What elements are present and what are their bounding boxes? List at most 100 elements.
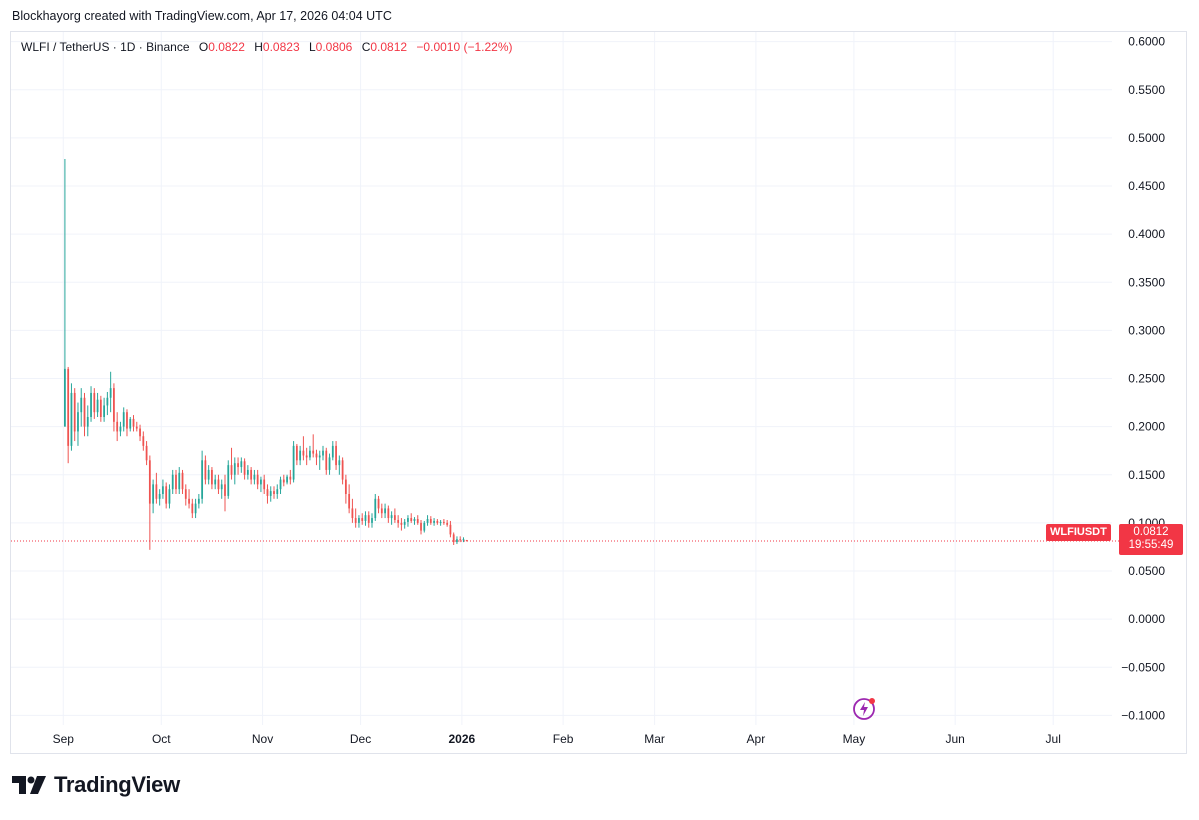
candle-body	[465, 540, 468, 542]
candle-body	[99, 399, 102, 417]
candle-body	[442, 521, 445, 523]
candle-body	[361, 518, 364, 521]
candle-body	[318, 455, 321, 458]
candle-body	[175, 474, 177, 490]
y-tick-label: 0.1500	[1128, 468, 1165, 482]
candle-body	[256, 474, 259, 485]
y-tick-label: 0.4000	[1128, 227, 1165, 241]
y-tick-label: 0.0000	[1128, 612, 1165, 626]
candle-body	[289, 476, 292, 480]
candle-body	[449, 524, 452, 535]
candle-body	[64, 368, 66, 427]
candle-body	[367, 515, 370, 523]
x-tick-label: Jul	[1046, 732, 1061, 746]
candle-body	[403, 521, 406, 525]
candle-body	[338, 460, 341, 466]
y-tick-label: 0.2500	[1128, 372, 1165, 386]
candle-body	[113, 388, 115, 422]
candle-body	[70, 392, 73, 446]
candle-body	[240, 461, 243, 468]
legend-symbol[interactable]: WLFI / TetherUS · 1D · Binance	[21, 40, 190, 54]
x-tick-label: Oct	[152, 732, 171, 746]
y-tick-label: 0.0500	[1128, 564, 1165, 578]
candle-body	[119, 426, 122, 432]
candle-body	[407, 518, 409, 522]
x-tick-label: Apr	[747, 732, 766, 746]
candle-body	[341, 460, 344, 480]
candle-body	[452, 534, 455, 543]
candle-body	[273, 491, 275, 494]
tradingview-wordmark: TradingView	[54, 772, 180, 797]
candle-body	[446, 522, 449, 525]
candle-body	[158, 494, 161, 499]
candle-body	[217, 479, 220, 490]
candle-body	[348, 494, 351, 509]
candle-body	[197, 498, 200, 504]
x-tick-label: Feb	[553, 732, 574, 746]
candle-body	[276, 489, 279, 494]
y-tick-label: 0.5500	[1128, 83, 1165, 97]
legend-high-label: H	[254, 40, 263, 54]
legend-low-label: L	[308, 40, 316, 54]
candle-body	[263, 479, 266, 490]
tradingview-logo[interactable]: TradingView	[12, 772, 180, 798]
candle-body	[224, 484, 226, 496]
candle-body	[286, 476, 288, 483]
candle-body	[328, 457, 331, 470]
candle-body	[384, 508, 386, 514]
candle-body	[139, 428, 141, 437]
candle-body	[237, 463, 239, 468]
candle-body	[456, 539, 458, 543]
legend-open-value: 0.0822	[208, 40, 245, 54]
candle-body	[331, 445, 334, 458]
candle-body	[354, 518, 357, 523]
bolt-icon[interactable]	[852, 697, 876, 721]
candle-body	[322, 450, 324, 456]
candle-body	[387, 508, 390, 519]
legend-close-value: 0.0812	[370, 40, 408, 54]
candle-body	[109, 388, 112, 398]
candle-body	[371, 518, 373, 523]
symbol-price-label: WLFIUSDT	[1046, 524, 1111, 541]
candle-body	[462, 539, 465, 541]
candle-body	[165, 486, 168, 504]
bar-countdown: 19:55:49	[1128, 539, 1174, 551]
y-tick-label: 0.2000	[1128, 420, 1165, 434]
legend-low-value: 0.0806	[315, 40, 353, 54]
candle-body	[413, 519, 416, 521]
candle-body	[77, 412, 79, 432]
candle-body	[152, 484, 155, 504]
candle-body	[67, 368, 70, 446]
candle-body	[246, 469, 249, 475]
candle-body	[309, 450, 311, 458]
candle-body	[315, 453, 318, 458]
candle-body	[390, 515, 393, 519]
candle-body	[423, 522, 426, 531]
candle-body	[188, 498, 190, 504]
y-tick-label: −0.1000	[1121, 708, 1165, 722]
candle-body	[400, 522, 403, 525]
candle-body	[374, 498, 377, 519]
candle-body	[260, 479, 262, 485]
candle-body	[295, 445, 298, 461]
x-tick-label: Sep	[53, 732, 75, 746]
candle-body	[397, 519, 400, 523]
x-tick-label: Mar	[644, 732, 665, 746]
candle-body	[204, 460, 207, 480]
ohlc-legend: WLFI / TetherUS · 1D · Binance O0.0822 H…	[21, 40, 513, 54]
candle-body	[344, 479, 347, 494]
candle-body	[305, 455, 308, 458]
y-tick-label: 0.3500	[1128, 275, 1165, 289]
candle-body	[145, 445, 148, 461]
legend-high-value: 0.0823	[262, 40, 300, 54]
candle-body	[420, 522, 422, 531]
chart-credit: Blockhayorg created with TradingView.com…	[12, 9, 392, 23]
x-tick-label: Jun	[946, 732, 965, 746]
legend-change: −0.0010 (−1.22%)	[416, 40, 513, 54]
candle-body	[325, 450, 328, 470]
last-price-label: 0.0812 19:55:49	[1119, 524, 1183, 555]
candle-body	[439, 521, 442, 523]
candle-body	[106, 397, 109, 406]
candle-body	[168, 489, 171, 504]
